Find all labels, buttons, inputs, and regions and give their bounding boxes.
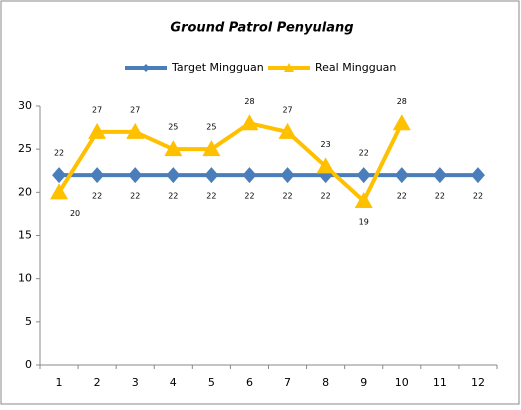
x-tick-label: 4 — [170, 376, 177, 389]
data-label: 28 — [397, 97, 407, 106]
data-point — [432, 167, 447, 184]
legend-marker — [284, 63, 294, 72]
data-label: 22 — [473, 192, 483, 201]
data-point — [470, 167, 485, 184]
data-label: 28 — [244, 97, 254, 106]
x-tick-label: 8 — [322, 376, 329, 389]
y-tick-label: 25 — [18, 142, 32, 155]
series-line — [57, 121, 404, 203]
data-point — [204, 167, 219, 184]
data-label: 23 — [321, 140, 331, 149]
data-point — [166, 167, 181, 184]
data-label: 19 — [359, 217, 369, 226]
data-label: 22 — [321, 192, 331, 201]
data-point — [50, 183, 69, 200]
data-label: 22 — [206, 192, 216, 201]
data-point — [202, 140, 221, 157]
y-tick-label: 15 — [18, 229, 32, 242]
data-point — [240, 114, 259, 131]
data-label: 27 — [130, 105, 140, 114]
data-label: 22 — [397, 192, 407, 201]
data-label: 20 — [70, 209, 80, 218]
data-label: 22 — [130, 192, 140, 201]
data-point — [356, 167, 371, 184]
data-label: 22 — [168, 192, 178, 201]
data-point — [354, 191, 373, 208]
data-point — [126, 122, 145, 139]
data-label: 22 — [54, 149, 64, 158]
data-label: 22 — [282, 192, 292, 201]
data-point — [164, 140, 183, 157]
data-point — [316, 157, 335, 174]
y-tick-label: 20 — [18, 185, 32, 198]
data-label: 27 — [92, 105, 102, 114]
data-point — [394, 167, 409, 184]
y-tick-label: 5 — [25, 315, 32, 328]
data-label: 22 — [244, 192, 254, 201]
x-tick-label: 6 — [246, 376, 253, 389]
x-tick-label: 1 — [56, 376, 63, 389]
legend-marker — [142, 64, 150, 72]
data-point — [52, 167, 67, 184]
x-tick-label: 3 — [132, 376, 139, 389]
y-tick-label: 30 — [18, 99, 32, 112]
data-label: 25 — [206, 123, 216, 132]
x-tick-label: 2 — [94, 376, 101, 389]
data-point — [280, 167, 295, 184]
data-point — [88, 122, 107, 139]
x-tick-label: 5 — [208, 376, 215, 389]
x-tick-label: 12 — [471, 376, 485, 389]
data-point — [278, 122, 297, 139]
legend-label: Real Mingguan — [315, 61, 396, 74]
data-point — [90, 167, 105, 184]
y-tick-label: 10 — [18, 272, 32, 285]
x-tick-label: 10 — [395, 376, 409, 389]
data-label: 22 — [92, 192, 102, 201]
data-label: 27 — [282, 105, 292, 114]
y-tick-label: 0 — [25, 358, 32, 371]
legend-label: Target Mingguan — [171, 61, 264, 74]
x-tick-label: 9 — [360, 376, 367, 389]
x-tick-label: 11 — [433, 376, 447, 389]
x-tick-label: 7 — [284, 376, 291, 389]
data-label: 22 — [435, 192, 445, 201]
data-label: 25 — [168, 123, 178, 132]
data-point — [128, 167, 143, 184]
data-label: 22 — [359, 149, 369, 158]
data-point — [242, 167, 257, 184]
chart-title: Ground Patrol Penyulang — [170, 21, 353, 36]
data-point — [392, 114, 411, 131]
